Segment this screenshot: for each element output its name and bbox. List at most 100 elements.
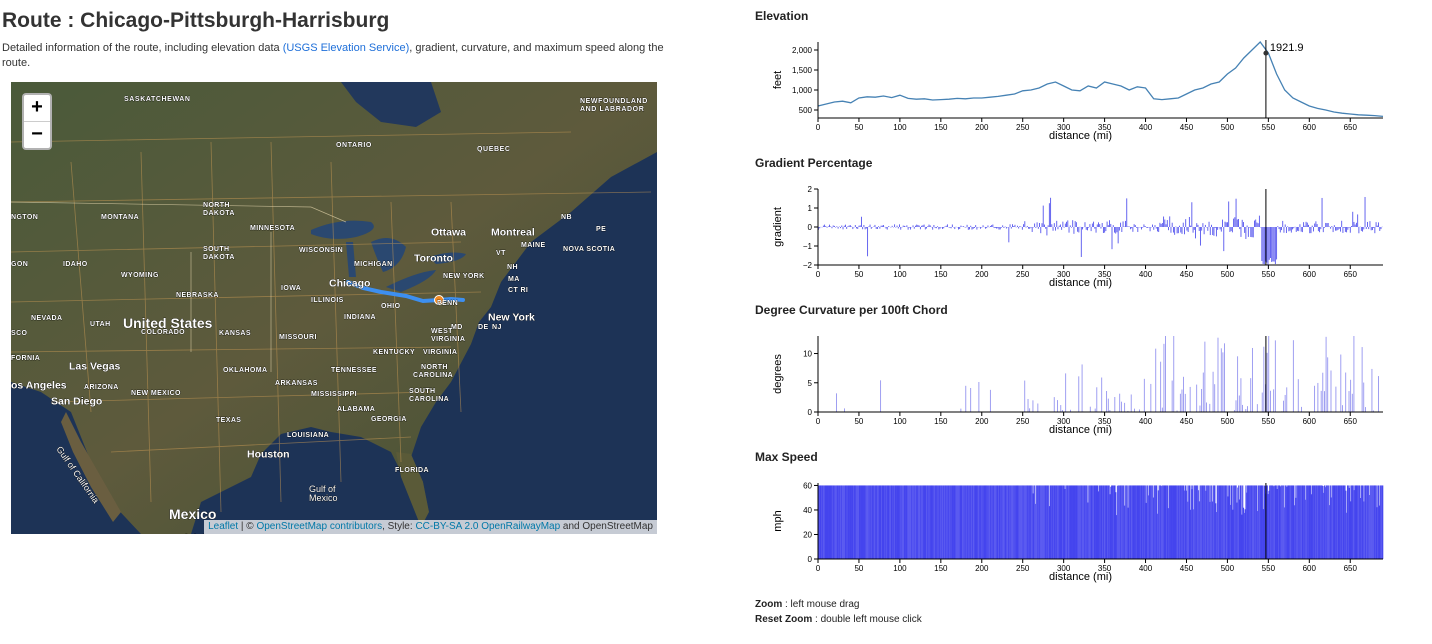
max-speed-bar [1079,485,1081,559]
max-speed-bar [998,485,1000,559]
max-speed-bar [1337,485,1340,559]
x-tick-label: 600 [1303,123,1317,132]
map-label-virginia: VIRGINIA [423,349,457,356]
gradient-bar [1186,227,1188,231]
gradient-bar [1052,227,1054,231]
max-speed-bar [1031,485,1033,559]
max-speed-bar [1000,485,1002,559]
max-speed-bar [1019,485,1021,559]
map-label-alabama: ALABAMA [337,406,375,413]
x-tick-label: 450 [1180,123,1194,132]
max-speed-bar [1171,485,1173,559]
gradient-bar [829,224,830,227]
gradient-bar [935,227,937,229]
max-speed-bar [1187,501,1189,559]
chart-title-curvature: Degree Curvature per 100ft Chord [755,303,948,317]
max-speed-chart[interactable]: 0 50 100 150 200 250 300 350 400 450 500 550 600 650 0… [755,471,1395,589]
chart-title-max-speed: Max Speed [755,450,818,464]
gradient-bar [1230,227,1232,231]
gradient-bar [1330,227,1332,229]
map-label-idaho: IDAHO [63,261,88,268]
max-speed-bar [1129,485,1132,559]
gradient-bar [1154,225,1156,227]
curvature-chart[interactable]: 0 50 100 150 200 250 300 350 400 450 500 550 600 650 0… [755,324,1395,442]
max-speed-bar [1247,485,1250,559]
gradient-bar [1314,223,1316,227]
max-speed-bar [906,485,908,559]
map-label-virginia: VIRGINIA [431,336,465,343]
max-speed-bar [1224,485,1226,559]
max-speed-bar [1185,490,1187,559]
max-speed-bar [1364,485,1366,559]
max-speed-bar [1210,485,1212,559]
zoom-in-button[interactable]: + [31,96,43,118]
gradient-bar [1251,227,1253,238]
max-speed-bar [1323,492,1325,559]
gradient-bar [845,224,846,227]
usgs-elevation-service-link[interactable]: (USGS Elevation Service) [282,42,410,54]
x-tick-label: 200 [975,270,989,279]
gradient-bar [1190,225,1192,227]
curvature-bar [1233,410,1235,412]
curvature-bar [1163,343,1165,412]
map-label-north: NORTH [421,364,448,371]
x-tick-label: 50 [854,270,863,279]
gradient-bar [826,227,828,228]
max-speed-bar [1276,488,1278,559]
gradient-bar [1224,221,1226,227]
gradient-bar [1256,222,1258,227]
gradient-bar [1208,221,1210,227]
zoom-out-button[interactable]: − [24,121,50,148]
gradient-bar [1335,227,1336,231]
x-tick-label: 350 [1098,564,1112,573]
gradient-bar [1044,224,1045,227]
gradient-bar [1034,223,1036,227]
max-speed-bar [1174,485,1176,559]
map-label-louisiana: LOUISIANA [287,432,329,439]
max-speed-bar [890,485,892,559]
max-speed-bar [1251,485,1254,559]
gradient-bar [1134,225,1136,227]
max-speed-bar [923,485,925,559]
gradient-chart[interactable]: 0 50 100 150 200 250 300 350 400 450 500 550 600 650 −… [755,177,1395,295]
curvature-bar [1130,394,1132,412]
max-speed-bar [950,485,952,559]
max-speed-bar [1089,485,1091,559]
gradient-bar [1090,227,1092,232]
curvature-bar [1292,340,1294,412]
route-map[interactable]: SASKATCHEWAN NEWFOUNDLAND AND LABRADOR ONTA… [11,82,657,534]
license-link[interactable]: CC-BY-SA 2.0 [415,521,479,532]
gradient-bar [1169,216,1171,227]
max-speed-bar [1193,509,1195,559]
max-speed-bar [886,485,888,559]
curvature-bar [1127,410,1129,412]
osm-contributors-link[interactable]: OpenStreetMap contributors [256,521,383,532]
max-speed-bar [1283,507,1286,559]
max-speed-bar [1333,485,1335,559]
leaflet-link[interactable]: Leaflet [208,521,239,532]
gradient-bar [1255,219,1257,227]
map-label-montana: MONTANA [101,214,139,221]
curvature-bar [1096,387,1098,412]
gradient-bar [1357,214,1359,227]
max-speed-bar [1189,509,1191,559]
gradient-bar [825,226,827,227]
max-speed-bar [1182,485,1184,559]
map-zoom-control: + − [22,93,52,150]
gradient-bar [917,224,919,227]
chart-title-elevation: Elevation [755,9,809,23]
gradient-bar [1304,225,1306,227]
openrailwaymap-link[interactable]: OpenRailwayMap [481,521,561,532]
y-tick-label: 2 [808,185,813,194]
max-speed-bar [1110,486,1112,559]
max-speed-bar [889,485,891,559]
max-speed-bar [907,485,909,559]
map-label-nj: NJ [492,324,502,331]
max-speed-bar [1215,512,1218,559]
gradient-bar [1030,227,1032,228]
gradient-bar [1061,227,1063,230]
elevation-chart[interactable]: 0 50 100 150 200 250 300 350 400 450 500 550 600 650 5… [755,30,1395,148]
max-speed-bar [1111,485,1113,559]
x-tick-label: 600 [1303,564,1317,573]
curvature-bar [1199,405,1201,412]
